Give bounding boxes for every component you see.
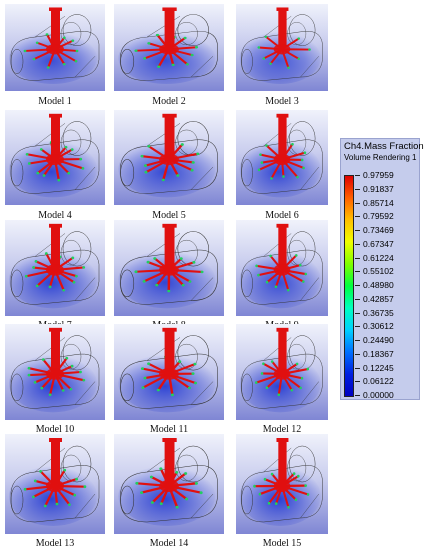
legend-subtitle: Volume Rendering 1	[344, 153, 417, 162]
colorbar-tick	[355, 175, 360, 176]
colorbar-tick	[355, 381, 360, 383]
simulation-render	[114, 434, 224, 534]
colorbar-tick-label: 0.85714	[363, 197, 394, 208]
colorbar-tick	[355, 326, 360, 328]
simulation-render	[236, 324, 328, 420]
colorbar-tick-label: 0.18367	[363, 348, 394, 359]
model-caption: Model 11	[149, 424, 189, 435]
colorbar-tick-label: 0.24490	[363, 335, 394, 345]
model-panel: Model 8	[114, 220, 224, 332]
model-panel: Model 6	[236, 110, 328, 222]
colorbar-tick	[355, 395, 360, 396]
model-panel: Model 3	[236, 4, 328, 108]
simulation-render	[5, 324, 105, 420]
model-caption: Model 2	[152, 96, 186, 107]
colorbar-tick-label: 0.36735	[363, 307, 394, 318]
simulation-render	[236, 4, 328, 91]
model-caption: Model 4	[38, 210, 72, 221]
colorbar-tick-label: 0.55102	[363, 266, 394, 277]
colorbar-tick	[355, 285, 360, 286]
colorbar-tick	[355, 340, 360, 341]
simulation-render	[114, 220, 224, 316]
simulation-render	[236, 220, 328, 316]
model-panel: Model 1	[5, 4, 105, 108]
model-panel: Model 4	[5, 110, 105, 222]
colorbar-tick-label: 0.48980	[363, 280, 394, 290]
colorbar-tick-label: 0.00000	[363, 390, 394, 400]
colorbar-tick	[355, 312, 360, 314]
colorbar-tick	[355, 230, 360, 231]
colorbar-tick	[355, 188, 360, 190]
colorbar-tick	[355, 257, 360, 259]
colorbar-tick	[355, 202, 360, 204]
colorbar-tick	[355, 298, 360, 300]
simulation-render	[5, 110, 105, 205]
simulation-render	[114, 110, 224, 205]
colorbar-tick-label: 0.97959	[363, 170, 394, 180]
model-panel: Model 14	[114, 434, 224, 550]
simulation-render	[236, 110, 328, 205]
colorbar-tick-label: 0.30612	[363, 321, 394, 332]
colorbar-tick	[355, 367, 360, 369]
model-caption: Model 15	[262, 538, 302, 549]
model-caption: Model 6	[265, 210, 299, 221]
model-panel: Model 11	[114, 324, 224, 436]
model-panel: Model 10	[5, 324, 105, 436]
colorbar-tick-label: 0.06122	[363, 376, 394, 387]
simulation-render	[5, 4, 105, 91]
colorbar-tick-label: 0.73469	[363, 225, 394, 235]
model-panel: Model 5	[114, 110, 224, 222]
colorbar-tick-label: 0.61224	[363, 252, 394, 263]
model-caption: Model 1	[38, 96, 72, 107]
color-legend: Ch4.Mass Fraction Volume Rendering 1 0.9…	[340, 138, 424, 400]
model-panel: Model 12	[236, 324, 328, 436]
simulation-render	[5, 220, 105, 316]
colorbar-tick	[355, 271, 360, 273]
model-caption: Model 13	[35, 538, 75, 549]
colorbar-tick	[355, 216, 360, 218]
model-panel: Model 9	[236, 220, 328, 332]
model-caption: Model 3	[265, 96, 299, 107]
colorbar-tick-label: 0.12245	[363, 362, 394, 373]
simulation-render	[114, 4, 224, 91]
model-panel: Model 15	[236, 434, 328, 550]
model-caption: Model 12	[262, 424, 302, 435]
simulation-render	[5, 434, 105, 534]
colorbar	[344, 175, 354, 397]
model-panel: Model 7	[5, 220, 105, 332]
colorbar-tick	[355, 243, 360, 245]
model-caption: Model 5	[152, 210, 186, 221]
model-caption: Model 14	[149, 538, 189, 549]
colorbar-tick-label: 0.91837	[363, 183, 394, 194]
model-panel: Model 13	[5, 434, 105, 550]
colorbar-tick	[355, 353, 360, 355]
simulation-render	[236, 434, 328, 534]
colorbar-tick-label: 0.42857	[363, 293, 394, 304]
simulation-render	[114, 324, 224, 420]
model-caption: Model 10	[35, 424, 75, 435]
colorbar-tick-label: 0.79592	[363, 211, 394, 222]
model-panel: Model 2	[114, 4, 224, 108]
colorbar-tick-label: 0.67347	[363, 238, 394, 249]
legend-title: Ch4.Mass Fraction	[344, 141, 424, 152]
